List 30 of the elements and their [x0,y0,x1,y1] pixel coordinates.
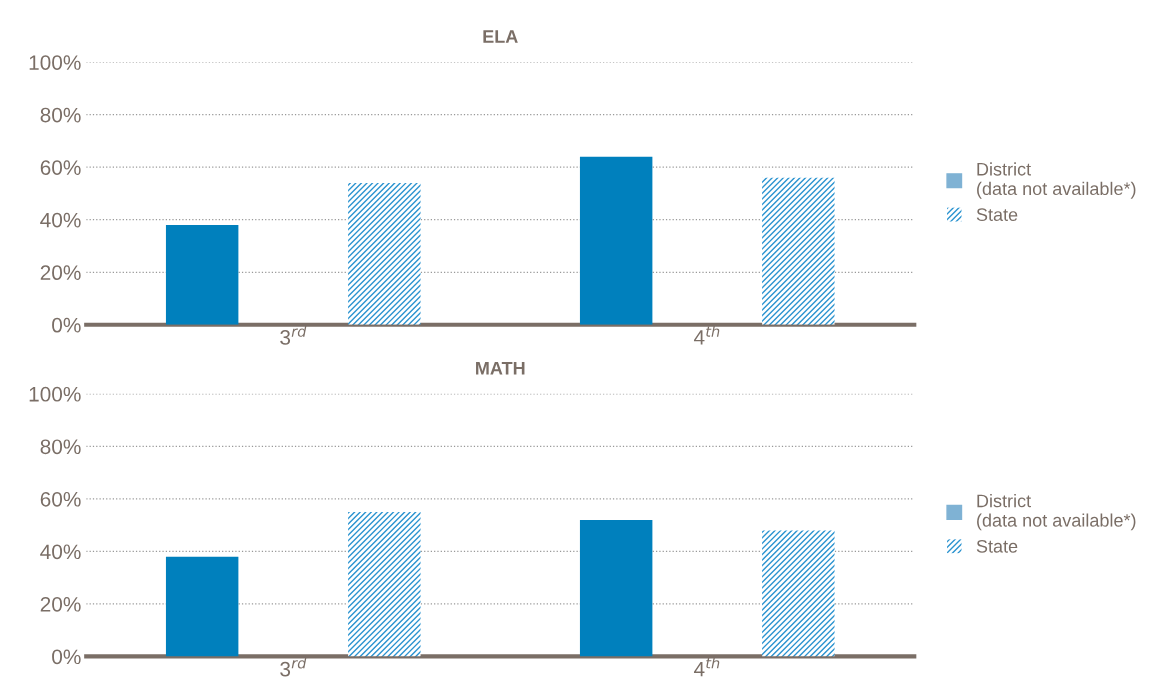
x-tick-label: 4$^{th}$ [693,325,720,345]
y-tick-label: 80% [40,439,81,455]
x-tick-label: 4$^{th}$ [693,657,720,677]
legend-label: State [976,539,1018,553]
bar [165,224,239,325]
bar [348,182,421,325]
x-tick-label: 3$^{rd}$ [280,325,307,345]
bar [762,530,835,657]
y-tick-label: 100% [29,55,81,70]
y-tick-label: 0% [52,649,81,665]
y-tick-label: 60% [40,160,81,175]
bar [348,512,421,657]
y-tick-label: 20% [40,265,81,281]
y-tick-label: 60% [40,491,81,507]
bar [762,177,835,325]
y-tick-label: 80% [40,107,81,123]
chart-title: ELA [483,30,518,43]
chart-title: MATH [476,362,525,375]
bar [579,519,653,657]
x-tick-label: 3$^{rd}$ [280,657,307,677]
bar [579,156,653,325]
y-tick-label: 20% [40,596,81,612]
legend-label: State [976,208,1018,222]
legend-label: District (data not available*) [977,162,1136,199]
y-tick-label: 40% [40,544,81,560]
y-tick-label: 40% [40,212,81,228]
bar [165,556,239,657]
y-tick-label: 100% [29,386,81,402]
legend-label: District (data not available*) [977,494,1136,531]
y-tick-label: 0% [52,317,81,333]
